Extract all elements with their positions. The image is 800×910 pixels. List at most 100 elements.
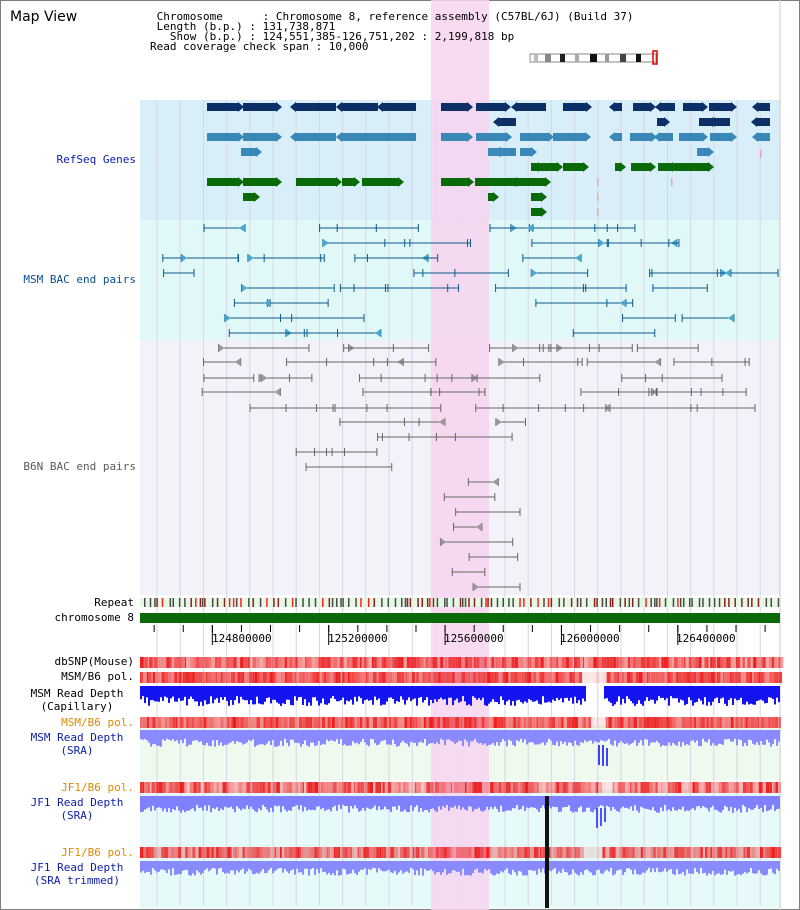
depth-bar [620, 861, 622, 870]
heat-strip-cell [483, 847, 487, 858]
heat-strip-cell [444, 847, 446, 858]
heat-strip-cell [537, 782, 539, 793]
heat-strip-cell [428, 657, 431, 668]
depth-bar [350, 796, 352, 807]
heat-strip-cell [735, 717, 739, 728]
heat-strip-cell [407, 672, 410, 683]
repeat-feature [563, 598, 565, 607]
depth-bar [204, 796, 206, 806]
depth-bar [284, 730, 286, 739]
depth-bar [366, 730, 368, 745]
depth-bar [448, 796, 450, 811]
depth-bar [744, 730, 746, 743]
repeat-feature [149, 598, 152, 607]
depth-bar [748, 686, 750, 705]
depth-bar [436, 796, 438, 812]
depth-bar [530, 686, 532, 701]
heat-strip-cell [270, 782, 273, 793]
heat-strip-cell [446, 717, 450, 728]
heat-strip-cell [757, 717, 760, 728]
depth-bar [712, 861, 714, 872]
heat-strip-cell [539, 847, 541, 858]
gene-arrow [557, 162, 563, 172]
heat-strip-cell [474, 717, 477, 728]
depth-bar [484, 861, 486, 869]
repeat-feature [502, 598, 505, 607]
depth-bar [600, 861, 602, 874]
label-msm-bac-end-pairs[interactable]: MSM BAC end pairs [23, 273, 136, 286]
heat-strip-cell [605, 782, 609, 793]
depth-bar [690, 730, 692, 742]
gene-feature [661, 103, 675, 111]
gene-feature [660, 133, 673, 141]
depth-bar [444, 861, 446, 869]
depth-bar [602, 730, 604, 741]
depth-bar [728, 861, 730, 871]
depth-bar [696, 686, 698, 702]
depth-bar [552, 686, 554, 700]
depth-bar [718, 686, 720, 704]
heat-strip-cell [609, 847, 614, 858]
depth-bar [464, 861, 466, 876]
heat-strip-cell [538, 782, 541, 793]
heat-strip-cell [355, 782, 358, 793]
depth-bar [374, 861, 376, 869]
depth-bar [250, 796, 252, 807]
depth-bar [340, 796, 342, 809]
heat-strip-cell [296, 672, 299, 683]
label-refseq-genes[interactable]: RefSeq Genes [56, 153, 136, 166]
heat-strip-cell [559, 717, 562, 728]
depth-bar [308, 861, 310, 876]
heat-strip-cell [220, 717, 222, 728]
depth-bar [340, 861, 342, 875]
heat-strip-cell [684, 672, 686, 683]
depth-bar [522, 861, 524, 876]
depth-bar [740, 861, 742, 876]
depth-bar [370, 686, 372, 701]
repeat-feature [421, 598, 424, 607]
heat-strip-cell [224, 847, 228, 858]
heat-strip-cell [303, 782, 306, 793]
depth-bar [364, 861, 366, 869]
label-b6n-bac-end-pairs[interactable]: B6N BAC end pairs [23, 460, 136, 473]
heat-strip-cell [764, 717, 768, 728]
heat-strip-cell [476, 717, 478, 728]
heat-strip-cell [478, 657, 481, 668]
depth-bar [560, 796, 562, 812]
heat-strip-cell [156, 672, 161, 683]
heat-strip-cell [265, 657, 269, 668]
heat-strip-cell [595, 672, 597, 683]
repeat-feature [672, 598, 675, 607]
heat-strip-cell [502, 782, 507, 793]
heat-strip-cell [457, 782, 461, 793]
heat-strip-cell [326, 847, 329, 858]
heat-strip-cell [371, 657, 375, 668]
heat-strip-cell [708, 717, 711, 728]
depth-bar [228, 730, 230, 744]
depth-bar [574, 796, 576, 812]
depth-bar [376, 796, 378, 811]
depth-bar [644, 730, 646, 740]
depth-bar [674, 730, 676, 745]
heat-strip-cell [224, 717, 228, 728]
gene-arrow [238, 102, 244, 112]
depth-bar [726, 730, 728, 740]
heat-strip-cell [598, 657, 602, 668]
heat-strip-cell [182, 672, 185, 683]
depth-bar [474, 730, 476, 739]
depth-bar [156, 796, 158, 808]
heat-strip-cell [177, 717, 181, 728]
heat-strip-cell [148, 717, 153, 728]
heat-strip-cell [167, 672, 172, 683]
heat-strip-cell [384, 782, 388, 793]
depth-bar [140, 796, 142, 813]
depth-bar [678, 686, 680, 703]
depth-bar [366, 796, 368, 808]
heat-strip-cell [561, 672, 563, 683]
heat-strip-cell [332, 847, 334, 858]
heat-strip-cell [734, 672, 739, 683]
depth-bar [456, 861, 458, 872]
heat-strip-cell [281, 657, 284, 668]
heat-strip-cell [400, 847, 404, 858]
